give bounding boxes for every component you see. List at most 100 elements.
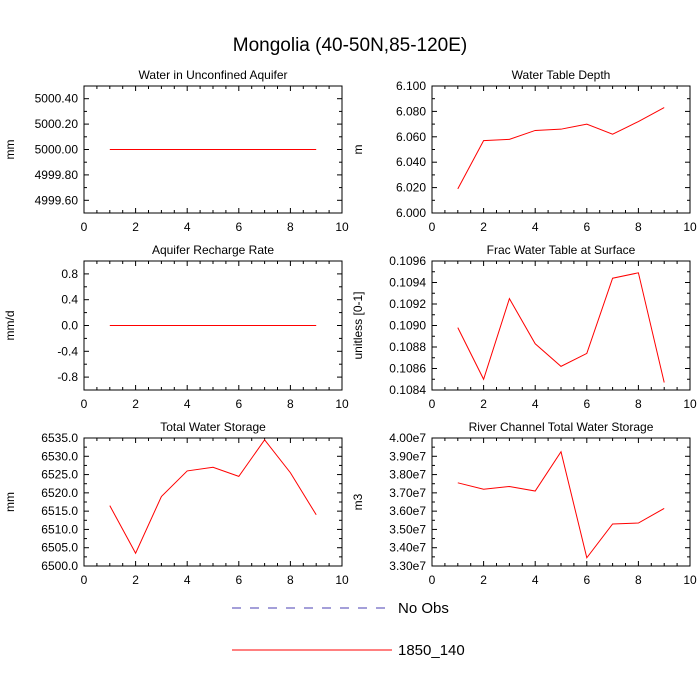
series-line bbox=[109, 438, 317, 555]
legend-label-1: No Obs bbox=[398, 600, 449, 617]
y-tick-label: 0.1092 bbox=[389, 297, 426, 311]
y-tick-label: -0.8 bbox=[57, 370, 78, 384]
y-tick-label: 6525.0 bbox=[41, 468, 78, 482]
series-line bbox=[457, 272, 665, 383]
x-tick-label: 4 bbox=[184, 573, 191, 587]
panel-title: Water in Unconfined Aquifer bbox=[139, 68, 288, 82]
x-tick-label: 10 bbox=[683, 220, 697, 234]
y-tick-label: 3.40e7 bbox=[389, 541, 426, 555]
x-tick-label: 4 bbox=[532, 573, 539, 587]
x-tick-label: 2 bbox=[132, 397, 139, 411]
y-tick-label: 6530.0 bbox=[41, 449, 78, 463]
y-tick-label: 3.30e7 bbox=[389, 559, 426, 573]
y-tick-label: 6515.0 bbox=[41, 504, 78, 518]
plot-frame bbox=[431, 437, 691, 567]
y-tick-label: -0.4 bbox=[57, 344, 78, 358]
y-tick-label: 6.020 bbox=[396, 181, 426, 195]
y-axis-label: mm/d bbox=[3, 311, 17, 341]
y-tick-label: 3.60e7 bbox=[389, 504, 426, 518]
y-tick-label: 4.00e7 bbox=[389, 431, 426, 445]
y-tick-label: 0.1088 bbox=[389, 340, 426, 354]
y-tick-label: 6505.0 bbox=[41, 541, 78, 555]
x-tick-label: 6 bbox=[235, 573, 242, 587]
x-tick-label: 0 bbox=[81, 573, 88, 587]
x-tick-label: 2 bbox=[480, 220, 487, 234]
chart-panel-6: River Channel Total Water Storage 0 2 4 6 8 10… bbox=[351, 420, 697, 587]
x-tick-label: 8 bbox=[287, 220, 294, 234]
plot-frame bbox=[83, 437, 343, 567]
x-tick-label: 2 bbox=[132, 573, 139, 587]
x-tick-label: 8 bbox=[635, 573, 642, 587]
x-tick-label: 8 bbox=[635, 220, 642, 234]
y-axis-label: m3 bbox=[351, 493, 365, 510]
x-tick-label: 4 bbox=[184, 397, 191, 411]
y-tick-label: 6520.0 bbox=[41, 486, 78, 500]
y-axis-label: m bbox=[351, 145, 365, 155]
x-tick-label: 4 bbox=[184, 220, 191, 234]
y-axis-label: mm bbox=[3, 492, 17, 512]
y-tick-label: 6535.0 bbox=[41, 431, 78, 445]
y-tick-label: 0.1086 bbox=[389, 362, 426, 376]
x-tick-label: 10 bbox=[683, 397, 697, 411]
x-tick-label: 4 bbox=[532, 397, 539, 411]
chart-panel-2: Water Table Depth 0 2 4 6 8 10 6.000 6.020 6.040 6… bbox=[351, 68, 697, 234]
chart-panels: Water in Unconfined Aquifer 0 2 4 6 8 10 4999.6… bbox=[3, 68, 697, 587]
y-tick-label: 0.0 bbox=[61, 319, 78, 333]
y-tick-label: 0.1096 bbox=[389, 254, 426, 268]
x-tick-label: 8 bbox=[635, 397, 642, 411]
x-tick-label: 6 bbox=[583, 397, 590, 411]
x-tick-label: 10 bbox=[335, 397, 349, 411]
x-tick-label: 6 bbox=[235, 220, 242, 234]
panel-title: Total Water Storage bbox=[160, 420, 266, 434]
y-axis-label: mm bbox=[3, 140, 17, 160]
x-tick-label: 0 bbox=[429, 220, 436, 234]
y-tick-label: 5000.20 bbox=[35, 117, 79, 131]
y-tick-label: 0.1090 bbox=[389, 319, 426, 333]
chart-panel-3: Aquifer Recharge Rate 0 2 4 6 8 10 -0.8 -0.4 0.0 0… bbox=[3, 243, 349, 411]
x-tick-label: 4 bbox=[532, 220, 539, 234]
x-tick-label: 2 bbox=[132, 220, 139, 234]
panel-title: River Channel Total Water Storage bbox=[469, 420, 654, 434]
figure-title: Mongolia (40-50N,85-120E) bbox=[233, 35, 467, 56]
x-tick-label: 2 bbox=[480, 397, 487, 411]
y-tick-label: 3.50e7 bbox=[389, 522, 426, 536]
x-tick-label: 0 bbox=[81, 397, 88, 411]
y-tick-label: 6.000 bbox=[396, 206, 426, 220]
y-tick-label: 3.80e7 bbox=[389, 468, 426, 482]
x-tick-label: 8 bbox=[287, 397, 294, 411]
y-tick-label: 6.080 bbox=[396, 104, 426, 118]
plot-frame bbox=[431, 85, 691, 214]
chart-panel-4: Frac Water Table at Surface 0 2 4 6 8 10 0.1084… bbox=[351, 243, 697, 411]
x-tick-label: 6 bbox=[583, 220, 590, 234]
y-tick-label: 5000.40 bbox=[35, 92, 79, 106]
panel-title: Frac Water Table at Surface bbox=[487, 243, 636, 257]
panel-title: Aquifer Recharge Rate bbox=[152, 243, 274, 257]
y-tick-label: 6.060 bbox=[396, 130, 426, 144]
x-tick-label: 0 bbox=[429, 573, 436, 587]
panel-title: Water Table Depth bbox=[512, 68, 611, 82]
x-tick-label: 10 bbox=[335, 220, 349, 234]
y-tick-label: 6.040 bbox=[396, 155, 426, 169]
y-tick-label: 0.8 bbox=[61, 267, 78, 281]
x-tick-label: 6 bbox=[235, 397, 242, 411]
x-tick-label: 0 bbox=[81, 220, 88, 234]
y-tick-label: 5000.00 bbox=[35, 143, 79, 157]
y-tick-label: 6500.0 bbox=[41, 559, 78, 573]
x-tick-label: 0 bbox=[429, 397, 436, 411]
y-tick-label: 3.70e7 bbox=[389, 486, 426, 500]
series-line bbox=[457, 450, 665, 559]
chart-panel-1: Water in Unconfined Aquifer 0 2 4 6 8 10 4999.6… bbox=[3, 68, 349, 234]
y-tick-label: 6.100 bbox=[396, 79, 426, 93]
y-tick-label: 4999.80 bbox=[35, 168, 79, 182]
x-tick-label: 10 bbox=[683, 573, 697, 587]
x-tick-label: 2 bbox=[480, 573, 487, 587]
y-tick-label: 4999.60 bbox=[35, 193, 79, 207]
x-tick-label: 6 bbox=[583, 573, 590, 587]
chart-panel-5: Total Water Storage 0 2 4 6 8 10 6500.0 6505.0 65… bbox=[3, 420, 349, 587]
x-tick-label: 8 bbox=[287, 573, 294, 587]
y-tick-label: 0.1094 bbox=[389, 276, 426, 290]
y-tick-label: 0.1084 bbox=[389, 383, 426, 397]
x-tick-label: 10 bbox=[335, 573, 349, 587]
series-line bbox=[457, 107, 665, 190]
